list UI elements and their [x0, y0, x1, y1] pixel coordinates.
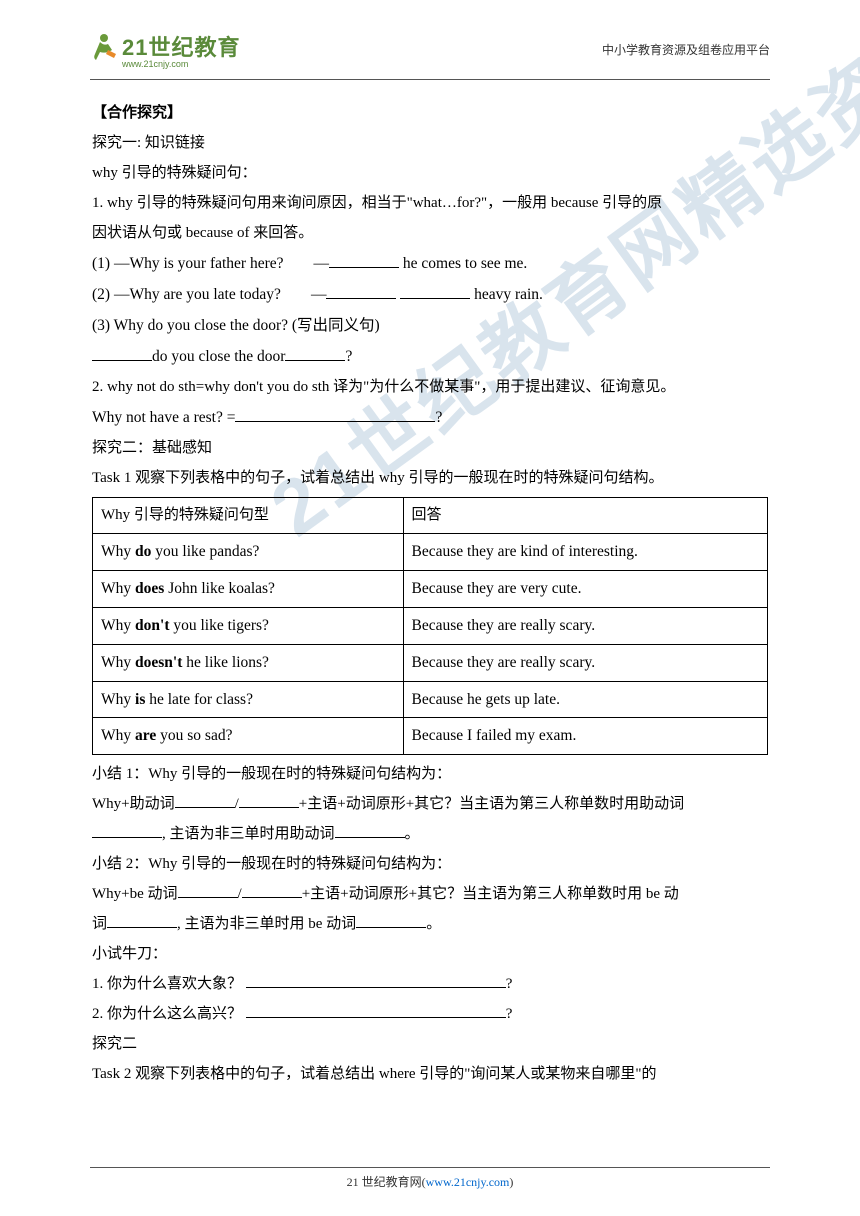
blank-s1b1: [175, 807, 235, 808]
blank-q2b: [400, 298, 470, 299]
try2: 2. 你为什么这么高兴？ ?: [92, 999, 768, 1029]
q1: (1) —Why is your father here? — he comes…: [92, 248, 768, 279]
line-why-1a: 1. why 引导的特殊疑问句用来询问原因，相当于"what…for?"，一般用…: [92, 188, 768, 218]
blank-s1c0: [92, 837, 162, 838]
line-exp1: 探究一: 知识链接: [92, 128, 768, 158]
blank-try2: [246, 1017, 506, 1018]
task1: Task 1 观察下列表格中的句子，试着总结出 why 引导的一般现在时的特殊疑…: [92, 463, 768, 493]
table-header-row: Why 引导的特殊疑问句型 回答: [93, 498, 768, 534]
blank-s2b2: [242, 897, 302, 898]
blank-q2a: [326, 298, 396, 299]
why-table: Why 引导的特殊疑问句型 回答 Why do you like pandas?…: [92, 497, 768, 755]
try-heading: 小试牛刀：: [92, 939, 768, 969]
task2: Task 2 观察下列表格中的句子，试着总结出 where 引导的"询问某人或某…: [92, 1059, 768, 1089]
summary1-b: Why+助动词/+主语+动词原形+其它？当主语为第三人称单数时用助动词: [92, 789, 768, 819]
try1: 1. 你为什么喜欢大象？ ?: [92, 969, 768, 999]
logo-text-cn: 21世纪教育: [122, 30, 240, 62]
table-row: Why are you so sad?Because I failed my e…: [93, 718, 768, 755]
line-exp2-basic: 探究二：基础感知: [92, 433, 768, 463]
blank-q3a: [92, 360, 152, 361]
table-row: Why do you like pandas?Because they are …: [93, 534, 768, 571]
blank-try1: [246, 987, 506, 988]
summary2-c: 词, 主语为非三单时用 be 动词。: [92, 909, 768, 939]
blank-s1b2: [239, 807, 299, 808]
th-left: Why 引导的特殊疑问句型: [93, 498, 404, 534]
footer-divider: [90, 1167, 770, 1168]
line-why-1b: 因状语从句或 because of 来回答。: [92, 218, 768, 248]
summary2-b: Why+be 动词/+主语+动词原形+其它？当主语为第三人称单数时用 be 动: [92, 879, 768, 909]
page-footer: 21 世纪教育网(www.21cnjy.com): [0, 1167, 860, 1191]
table-row: Why doesn't he like lions?Because they a…: [93, 644, 768, 681]
blank-s2c2: [356, 927, 426, 928]
blank-q3b: [285, 360, 345, 361]
table-row: Why don't you like tigers?Because they a…: [93, 607, 768, 644]
q2: (2) —Why are you late today? — heavy rai…: [92, 279, 768, 310]
blank-s2c1: [107, 927, 177, 928]
logo-figure-icon: [90, 32, 120, 67]
summary2-a: 小结 2：Why 引导的一般现在时的特殊疑问句结构为：: [92, 849, 768, 879]
blank-s1c1: [335, 837, 405, 838]
logo-text-en: www.21cnjy.com: [122, 59, 240, 69]
header-right-text: 中小学教育资源及组卷应用平台: [602, 41, 770, 58]
table-row: Why does John like koalas?Because they a…: [93, 570, 768, 607]
logo-text: 21世纪教育 www.21cnjy.com: [122, 30, 240, 69]
footer-text: 21 世纪教育网(www.21cnjy.com): [347, 1175, 514, 1189]
summary1-a: 小结 1：Why 引导的一般现在时的特殊疑问句结构为：: [92, 759, 768, 789]
section-heading: 【合作探究】: [92, 98, 768, 128]
footer-link[interactable]: www.21cnjy.com: [426, 1175, 510, 1189]
line-whynot: 2. why not do sth=why don't you do sth 译…: [92, 372, 768, 402]
summary1-c: , 主语为非三单时用助动词。: [92, 819, 768, 849]
logo: 21世纪教育 www.21cnjy.com: [90, 30, 240, 69]
content: 【合作探究】 探究一: 知识链接 why 引导的特殊疑问句： 1. why 引导…: [0, 80, 860, 1089]
blank-q1: [329, 267, 399, 268]
line-whynot-blank: Why not have a rest? =?: [92, 402, 768, 433]
q3a: (3) Why do you close the door? (写出同义句): [92, 310, 768, 341]
blank-whynot: [235, 421, 435, 422]
exp2: 探究二: [92, 1029, 768, 1059]
q3b: do you close the door?: [92, 341, 768, 372]
line-why-intro: why 引导的特殊疑问句：: [92, 158, 768, 188]
table-row: Why is he late for class?Because he gets…: [93, 681, 768, 718]
page-header: 21世纪教育 www.21cnjy.com 中小学教育资源及组卷应用平台: [0, 0, 860, 79]
th-right: 回答: [403, 498, 768, 534]
blank-s2b1: [178, 897, 238, 898]
